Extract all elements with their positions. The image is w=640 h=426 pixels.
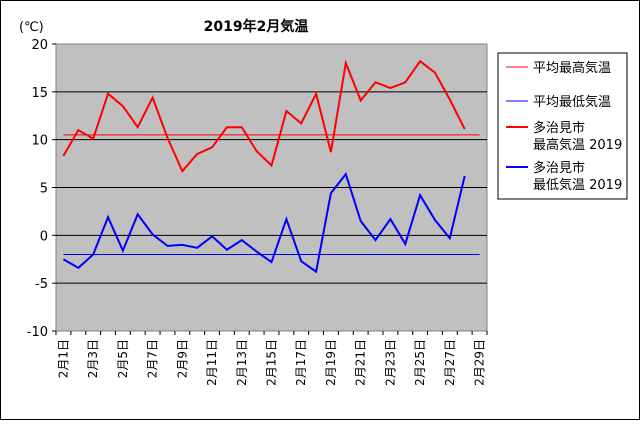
x-tick-label: 2月21日 (354, 339, 368, 386)
x-tick-label: 2月27日 (443, 339, 457, 386)
x-tick-label: 2月3日 (86, 339, 100, 378)
x-tick-label: 2月25日 (413, 339, 427, 386)
chart-title: 2019年2月気温 (204, 18, 309, 35)
series-lines (62, 59, 480, 274)
x-tick-label: 2月9日 (175, 339, 189, 378)
x-tick-label: 2月5日 (116, 339, 130, 378)
x-tick-label: 2月11日 (205, 339, 219, 386)
x-tick-label: 2月17日 (294, 339, 308, 386)
y-tick-label: 10 (31, 134, 48, 149)
legend-label: 平均最高気温 (533, 60, 611, 76)
x-tick-label: 2月7日 (146, 339, 160, 378)
gridlines (56, 91, 487, 284)
y-tick-label: 0 (40, 229, 48, 244)
series-line-3 (62, 171, 466, 274)
y-tick-label: -10 (27, 325, 48, 340)
legend-label: 平均最低気温 (533, 94, 611, 110)
x-tick-label: 2月29日 (473, 339, 487, 386)
y-tick-label: 5 (40, 182, 48, 197)
y-axis-ticks: 20 15 10 5 0 -5 -10 (27, 38, 56, 340)
x-tick-label: 2月1日 (56, 339, 70, 378)
legend-label: 多治見市最低気温 2019 (533, 160, 622, 193)
x-tick-label: 2月23日 (383, 339, 397, 386)
legend-label: 多治見市最高気温 2019 (533, 120, 622, 153)
y-axis-label: (℃) (19, 20, 44, 35)
x-tick-label: 2月15日 (265, 339, 279, 386)
x-tick-label: 2月19日 (324, 339, 338, 386)
series-line-2 (62, 59, 466, 174)
x-axis-ticks: 2月1日 2月3日 2月5日 2月7日 2月9日 2月11日 2月13日 2月15日 2月17日… (55, 331, 488, 386)
y-tick-label: -5 (35, 277, 48, 292)
y-tick-label: 15 (31, 86, 48, 101)
y-tick-label: 20 (31, 38, 48, 53)
x-tick-label: 2月13日 (235, 339, 249, 386)
